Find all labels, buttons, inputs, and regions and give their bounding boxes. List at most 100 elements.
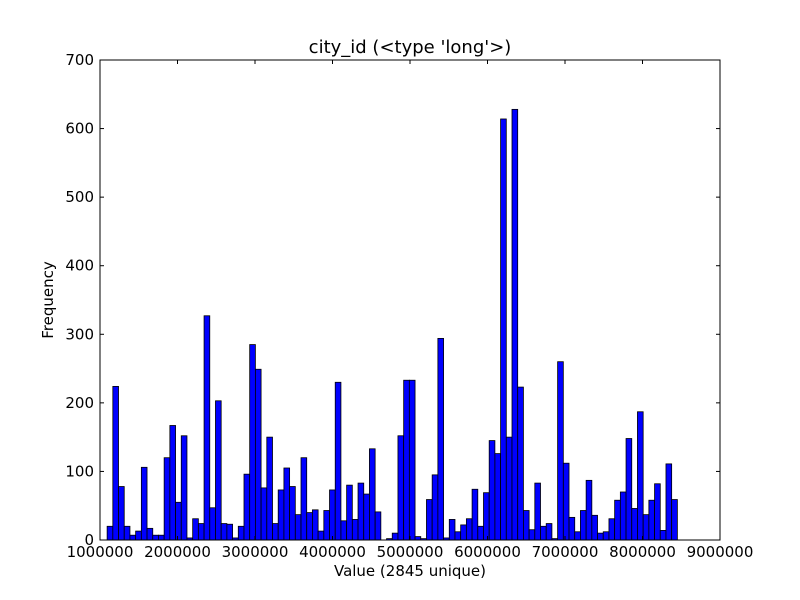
histogram-bar: [505, 436, 513, 541]
histogram-bar: [363, 493, 370, 541]
histogram-bar: [357, 482, 365, 541]
histogram-bar: [483, 492, 490, 541]
histogram-bar: [300, 457, 308, 541]
y-tick-label: 500: [65, 188, 94, 206]
y-tick-label: 600: [65, 120, 94, 138]
histogram-bar: [494, 453, 501, 541]
histogram-bar: [471, 488, 479, 541]
histogram-bar: [283, 467, 291, 541]
histogram-bar: [277, 489, 285, 541]
histogram-bar: [574, 531, 581, 541]
ticks-group: 1000000 2000000 3000000 4000000 5000000 60000…: [65, 51, 753, 561]
histogram-bar: [602, 531, 610, 541]
histogram-bar: [123, 525, 131, 541]
histogram-bar: [608, 518, 616, 541]
histogram-bar: [374, 511, 382, 541]
histogram-bar: [437, 337, 444, 541]
histogram-bar: [243, 473, 251, 541]
histogram-bar: [562, 462, 570, 541]
histogram-bar: [237, 525, 245, 541]
histogram-bar: [642, 514, 650, 541]
y-tick-label: 200: [65, 394, 94, 412]
histogram-bar: [557, 361, 564, 541]
histogram-bar: [528, 529, 536, 541]
histogram-bar: [294, 514, 302, 541]
histogram-bar: [648, 499, 655, 541]
histogram-bar: [671, 499, 678, 541]
histogram-bar: [408, 379, 416, 541]
histogram-bar: [619, 491, 627, 541]
histogram-bar: [254, 368, 262, 541]
histogram-bar: [585, 479, 593, 541]
x-tick-label: 7000000: [532, 543, 599, 561]
histogram-bar: [209, 507, 216, 541]
histogram-bar: [289, 486, 296, 541]
histogram-bar: [152, 534, 159, 541]
x-tick-label: 2000000: [144, 543, 211, 561]
histogram-bar: [654, 483, 661, 541]
histogram-bar: [346, 484, 353, 541]
histogram-bar: [545, 523, 553, 541]
x-tick-label: 1000000: [67, 543, 134, 561]
histogram-bar: [158, 534, 165, 541]
histogram-bar: [135, 530, 142, 541]
histogram-bar: [118, 486, 125, 541]
histogram-bar: [488, 440, 496, 541]
histogram-bar: [426, 499, 433, 541]
y-tick-label: 100: [65, 462, 94, 480]
histogram-bar: [431, 474, 439, 541]
histogram-bar: [540, 525, 547, 541]
histogram-bar: [215, 400, 222, 541]
histogram-bar: [500, 118, 507, 541]
histogram-bar: [369, 448, 376, 541]
histogram-bar: [272, 523, 279, 541]
histogram-bar: [312, 509, 319, 541]
histogram-bar: [260, 487, 268, 541]
x-tick-label: 3000000: [222, 543, 289, 561]
histogram-bar: [465, 518, 473, 541]
y-tick-label: 700: [65, 51, 94, 69]
histogram-bar: [197, 523, 205, 541]
histogram-bar: [659, 530, 667, 541]
histogram-bar: [146, 527, 154, 541]
histogram-bar: [192, 518, 199, 541]
histogram-bar: [580, 510, 587, 541]
histogram-bar: [625, 438, 633, 541]
histogram-bar: [334, 381, 342, 541]
histogram-bar: [597, 532, 604, 541]
histogram-bar: [397, 435, 405, 541]
histogram-bar: [631, 508, 638, 541]
x-tick-label: 9000000: [687, 543, 754, 561]
histogram-bar: [637, 411, 644, 541]
histogram-bar: [329, 489, 336, 541]
y-tick-label: 300: [65, 325, 94, 343]
histogram-bar: [226, 523, 233, 541]
histogram-bar: [323, 510, 330, 541]
histogram-bar: [203, 315, 211, 541]
histogram-bar: [340, 520, 348, 541]
histogram-bar: [249, 344, 256, 541]
x-tick-label: 8000000: [609, 543, 676, 561]
histogram-bar: [454, 531, 462, 541]
plot-area-frame: [99, 59, 721, 541]
histogram-bar: [460, 524, 467, 541]
x-axis-label: Value (2845 unique): [334, 562, 486, 580]
x-tick-label: 6000000: [454, 543, 521, 561]
histogram-bar: [665, 463, 673, 541]
histogram-bar: [180, 435, 188, 541]
histogram-bar: [448, 519, 456, 541]
histogram-bar: [266, 436, 273, 541]
histogram-bar: [106, 525, 114, 541]
histogram-bar: [511, 108, 519, 541]
histogram-bar: [306, 512, 313, 541]
histogram-bar: [523, 510, 530, 541]
histogram-bar: [614, 499, 621, 541]
x-tick-label: 4000000: [299, 543, 366, 561]
histogram-bar: [169, 425, 176, 541]
histogram-bar: [175, 501, 182, 541]
histogram-bar: [568, 516, 576, 541]
histogram-bar: [534, 482, 541, 541]
histogram-bar: [140, 466, 148, 541]
y-tick-label: 400: [65, 257, 94, 275]
